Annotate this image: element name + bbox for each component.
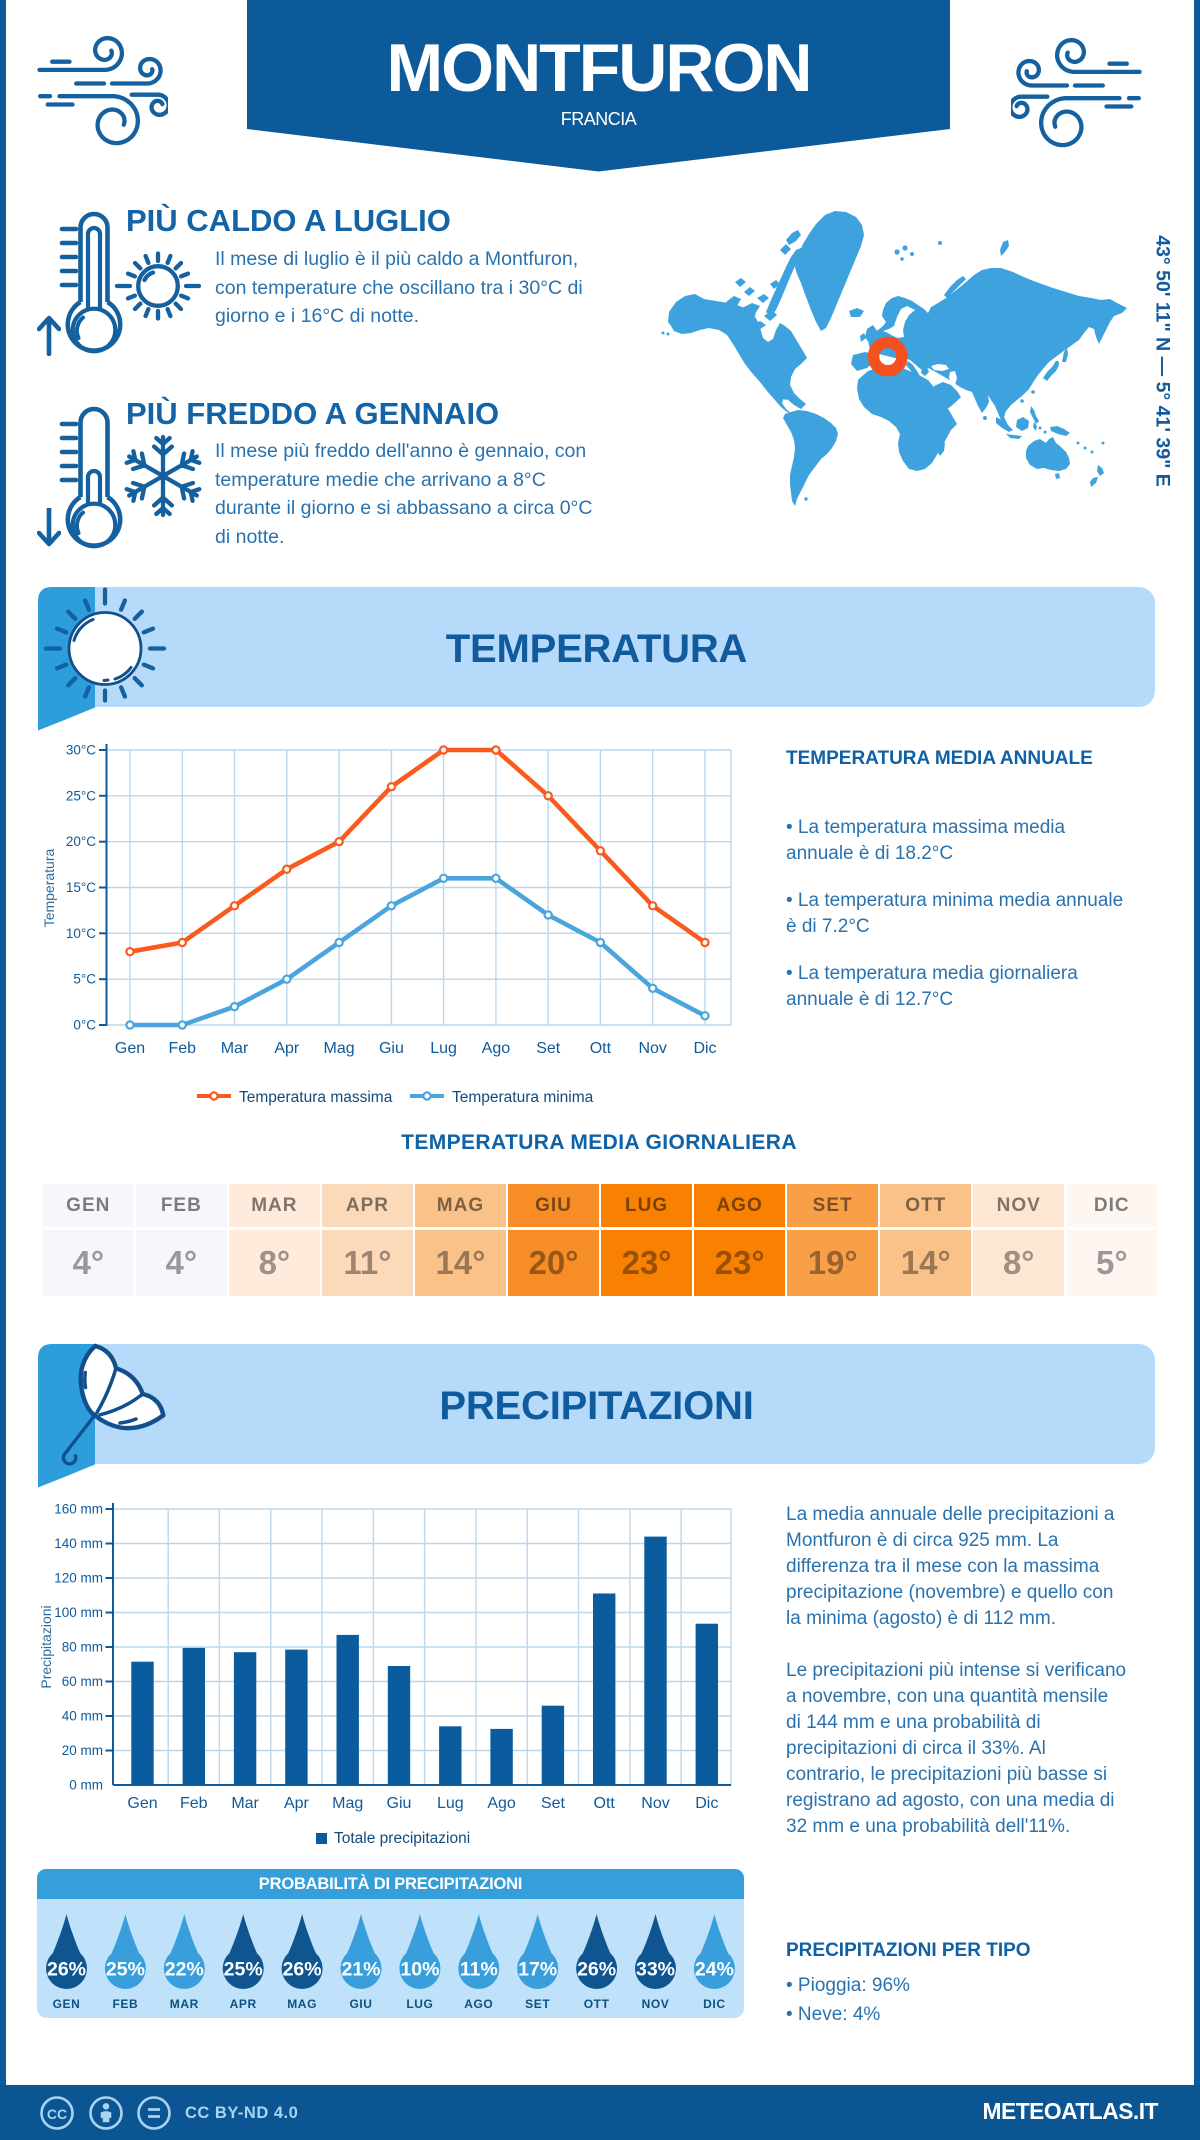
svg-text:26%: 26% — [577, 1959, 616, 1981]
svg-text:FEB: FEB — [112, 1997, 138, 2011]
svg-text:26%: 26% — [47, 1959, 86, 1981]
svg-text:Nov: Nov — [638, 1040, 666, 1057]
svg-text:Dic: Dic — [693, 1040, 716, 1057]
svg-text:Mag: Mag — [332, 1795, 363, 1812]
svg-text:Nov: Nov — [641, 1795, 669, 1812]
svg-text:Feb: Feb — [169, 1040, 197, 1057]
svg-text:GIU: GIU — [349, 1997, 372, 2011]
svg-text:Apr: Apr — [274, 1040, 300, 1057]
svg-text:Temperatura: Temperatura — [41, 848, 57, 927]
svg-text:Ago: Ago — [487, 1795, 516, 1812]
svg-text:AGO: AGO — [464, 1997, 493, 2011]
svg-text:33%: 33% — [636, 1959, 675, 1981]
svg-text:25°C: 25°C — [66, 788, 96, 803]
svg-text:80 mm: 80 mm — [62, 1640, 103, 1655]
svg-text:OTT: OTT — [584, 1997, 610, 2011]
svg-text:Ott: Ott — [594, 1795, 616, 1812]
svg-text:10%: 10% — [400, 1959, 439, 1981]
svg-text:Set: Set — [536, 1040, 561, 1057]
svg-text:60 mm: 60 mm — [62, 1674, 103, 1689]
svg-text:Mar: Mar — [221, 1040, 249, 1057]
svg-text:25%: 25% — [224, 1959, 263, 1981]
svg-text:24%: 24% — [695, 1959, 734, 1981]
svg-text:20°C: 20°C — [66, 834, 96, 849]
svg-text:Lug: Lug — [430, 1040, 457, 1057]
svg-text:26%: 26% — [283, 1959, 322, 1981]
svg-text:0 mm: 0 mm — [69, 1778, 103, 1793]
svg-text:40 mm: 40 mm — [62, 1709, 103, 1724]
svg-text:Mag: Mag — [324, 1040, 355, 1057]
svg-text:20 mm: 20 mm — [62, 1743, 103, 1758]
svg-text:Lug: Lug — [437, 1795, 464, 1812]
svg-text:0°C: 0°C — [73, 1018, 96, 1033]
svg-text:APR: APR — [230, 1997, 257, 2011]
svg-text:Feb: Feb — [180, 1795, 208, 1812]
svg-text:11%: 11% — [460, 1959, 498, 1981]
svg-text:10°C: 10°C — [66, 926, 96, 941]
svg-text:LUG: LUG — [406, 1997, 433, 2011]
svg-text:DIC: DIC — [703, 1997, 725, 2011]
svg-text:Mar: Mar — [231, 1795, 259, 1812]
svg-text:Ago: Ago — [482, 1040, 511, 1057]
svg-text:5°C: 5°C — [73, 972, 96, 987]
svg-text:Dic: Dic — [695, 1795, 718, 1812]
svg-text:160 mm: 160 mm — [54, 1502, 103, 1517]
svg-text:Temperatura massima: Temperatura massima — [239, 1089, 393, 1106]
svg-text:Giu: Giu — [379, 1040, 404, 1057]
svg-text:Gen: Gen — [127, 1795, 157, 1812]
svg-text:Apr: Apr — [284, 1795, 310, 1812]
svg-text:15°C: 15°C — [66, 880, 96, 895]
svg-text:SET: SET — [525, 1997, 550, 2011]
svg-text:Totale precipitazioni: Totale precipitazioni — [334, 1830, 470, 1847]
svg-text:22%: 22% — [165, 1959, 204, 1981]
svg-text:Temperatura minima: Temperatura minima — [452, 1089, 594, 1106]
svg-text:Set: Set — [541, 1795, 566, 1812]
svg-text:GEN: GEN — [53, 1997, 81, 2011]
svg-text:120 mm: 120 mm — [54, 1571, 103, 1586]
svg-text:Precipitazioni: Precipitazioni — [40, 1605, 54, 1688]
svg-text:21%: 21% — [341, 1959, 380, 1981]
svg-text:MAR: MAR — [170, 1997, 199, 2011]
svg-text:100 mm: 100 mm — [54, 1605, 103, 1620]
svg-text:140 mm: 140 mm — [54, 1536, 103, 1551]
svg-text:MAG: MAG — [287, 1997, 317, 2011]
svg-text:Ott: Ott — [590, 1040, 612, 1057]
svg-text:17%: 17% — [518, 1959, 557, 1981]
svg-text:Giu: Giu — [387, 1795, 412, 1812]
svg-text:NOV: NOV — [642, 1997, 670, 2011]
svg-text:25%: 25% — [106, 1959, 145, 1981]
svg-text:Gen: Gen — [115, 1040, 145, 1057]
svg-text:30°C: 30°C — [66, 743, 96, 758]
